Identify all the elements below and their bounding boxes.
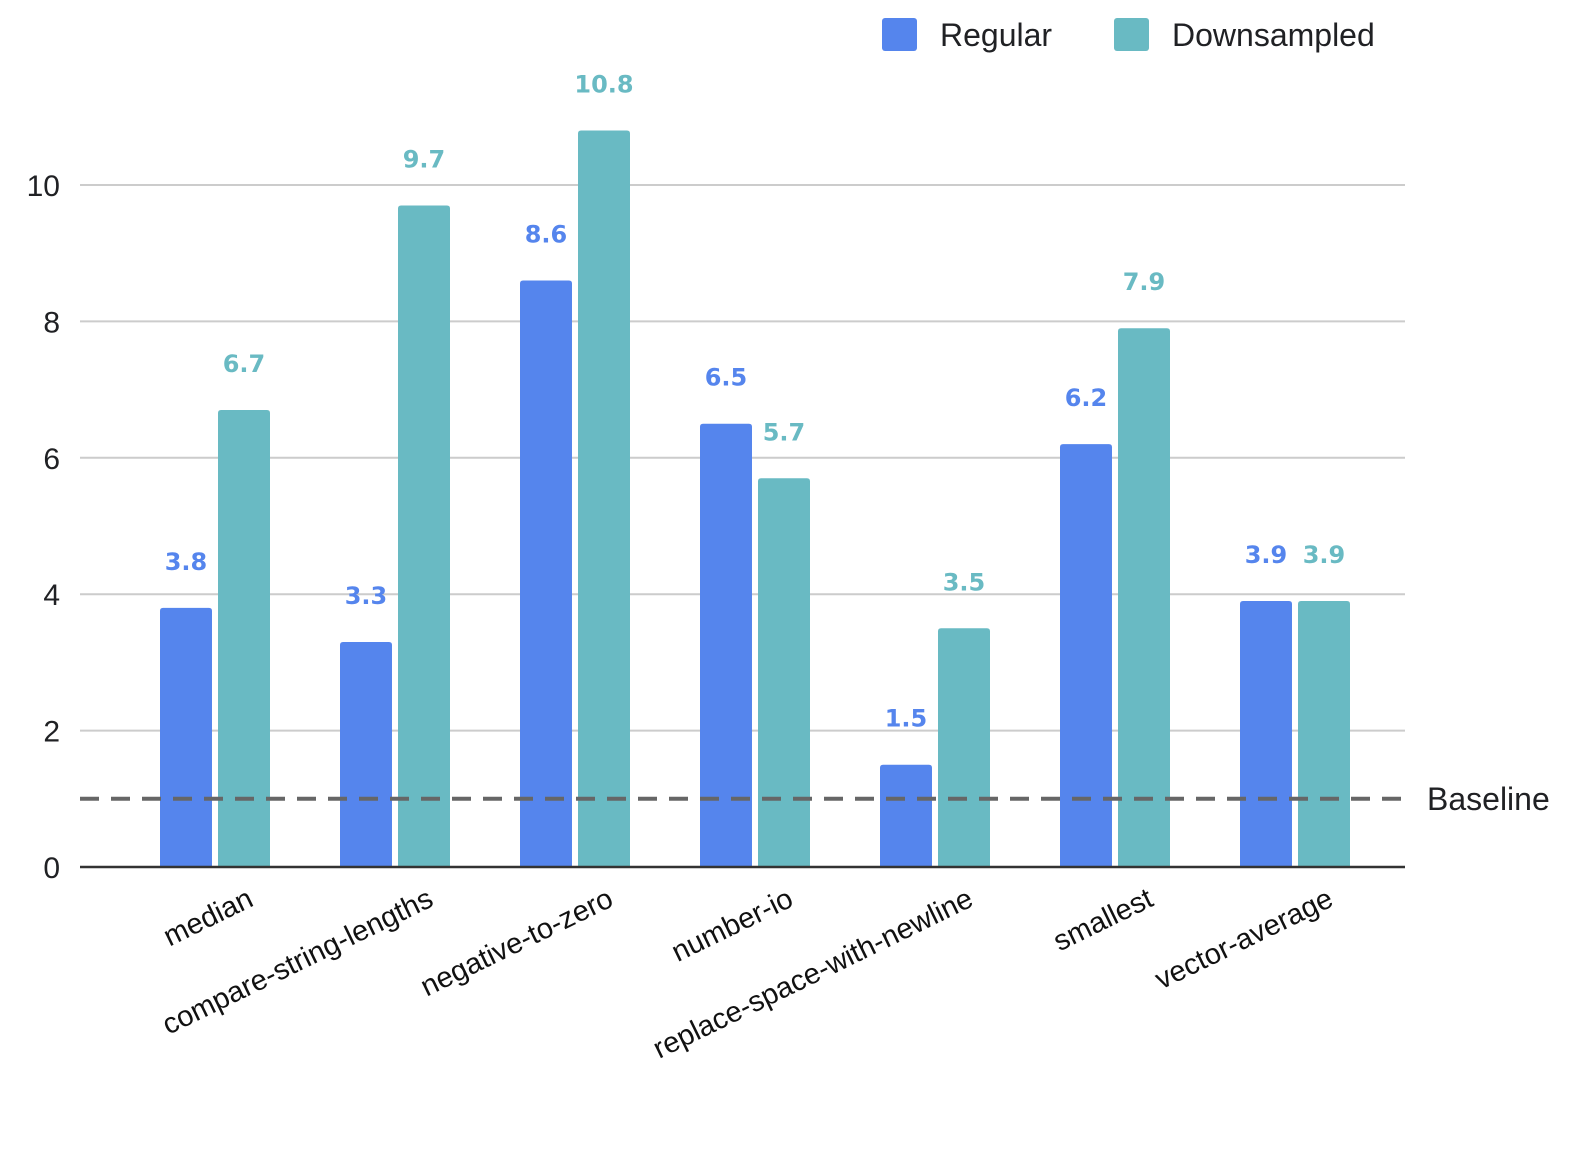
bar-regular <box>700 423 752 867</box>
bar-regular <box>880 764 932 867</box>
x-tick-label: median <box>159 883 259 953</box>
data-label-regular: 3.3 <box>345 582 388 610</box>
data-label-downsampled: 7.9 <box>1123 268 1166 296</box>
data-label-regular: 3.8 <box>165 548 208 576</box>
x-tick-label: smallest <box>1048 883 1158 958</box>
bar-downsampled <box>218 410 270 867</box>
y-tick-label: 8 <box>43 306 60 339</box>
y-tick-label: 2 <box>43 716 60 749</box>
y-tick-label: 0 <box>43 852 60 885</box>
bar-downsampled <box>758 478 810 867</box>
legend-swatch-downsampled <box>1114 18 1149 51</box>
data-label-regular: 3.9 <box>1245 541 1288 569</box>
bar-regular <box>520 280 572 868</box>
baseline-label: Baseline <box>1427 781 1550 817</box>
y-tick-label: 10 <box>27 170 60 203</box>
legend-label-downsampled: Downsampled <box>1172 17 1375 53</box>
data-label-downsampled: 6.7 <box>223 350 266 378</box>
data-label-regular: 1.5 <box>885 705 928 733</box>
value-labels: 3.8 6.7 3.3 9.7 8.6 10.8 6.5 5.7 1.5 3.5 6.2 7.9 3.9… <box>165 70 1346 732</box>
bar-regular <box>340 641 392 867</box>
bars <box>160 130 1350 868</box>
legend-swatch-regular <box>882 18 917 51</box>
y-tick-label: 4 <box>43 579 60 612</box>
bar-downsampled <box>578 130 630 867</box>
bar-regular <box>1240 601 1292 867</box>
x-tick-label: vector-average <box>1150 883 1338 997</box>
y-tick-label: 6 <box>43 443 60 476</box>
x-tick-label: negative-to-zero <box>416 883 618 1004</box>
data-label-downsampled: 3.5 <box>943 568 986 596</box>
x-tick-label: replace-space-with-newline <box>648 883 978 1066</box>
data-label-regular: 8.6 <box>525 220 568 248</box>
bar-downsampled <box>398 205 450 867</box>
data-label-downsampled: 3.9 <box>1303 541 1346 569</box>
baseline-group: Baseline <box>80 781 1550 817</box>
data-label-regular: 6.5 <box>705 364 748 392</box>
legend-label-regular: Regular <box>940 17 1052 53</box>
data-label-downsampled: 9.7 <box>403 145 446 173</box>
data-label-downsampled: 10.8 <box>574 70 633 98</box>
bar-downsampled <box>1118 328 1170 868</box>
legend: Regular Downsampled <box>882 17 1375 53</box>
data-label-regular: 6.2 <box>1065 384 1108 412</box>
data-label-downsampled: 5.7 <box>763 418 806 446</box>
bar-regular <box>1060 444 1112 867</box>
bar-downsampled <box>938 628 990 867</box>
x-tick-label: number-io <box>667 883 798 969</box>
bar-regular <box>160 607 212 867</box>
bar-downsampled <box>1298 601 1350 867</box>
